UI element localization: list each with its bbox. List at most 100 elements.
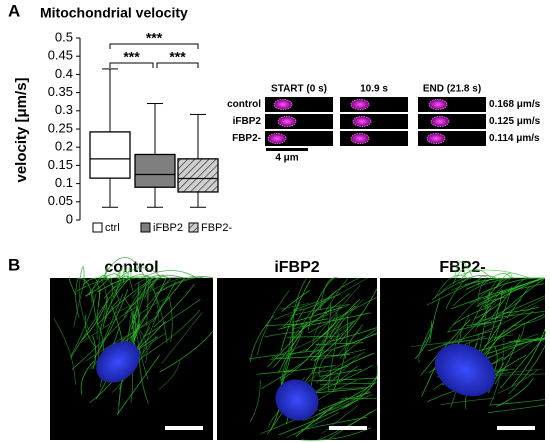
significance-label: *** (169, 49, 186, 65)
microtubule (278, 303, 309, 310)
microtubule (271, 325, 340, 359)
legend-label: ctrl (105, 222, 120, 234)
microtubule (118, 267, 162, 279)
microtubule (308, 277, 360, 321)
microtubule (295, 306, 343, 322)
y-tick-label: 0.15 (48, 157, 73, 172)
microtubule (139, 349, 149, 404)
microtubule (319, 368, 362, 377)
microtubule (329, 305, 356, 338)
microtubule (511, 314, 546, 327)
legend-swatch (188, 222, 199, 233)
panel-label: B (8, 255, 20, 274)
microtubule (116, 354, 160, 416)
legend-swatch (92, 222, 103, 233)
microtubule (466, 319, 503, 326)
mitochondrion (428, 99, 448, 110)
microtubule (452, 305, 492, 326)
box (89, 131, 131, 179)
microtubule (327, 332, 339, 392)
microtubule (155, 276, 214, 295)
box (134, 153, 176, 188)
microtubule (123, 277, 152, 318)
microtubule (133, 274, 185, 286)
microtubule (443, 334, 513, 345)
mitochondrion (267, 133, 287, 144)
microtubule (428, 330, 491, 352)
kymo-frame (340, 131, 408, 146)
microtubule (517, 331, 546, 345)
microtubule (490, 399, 546, 406)
microtubule (73, 277, 86, 327)
microtubule (283, 365, 336, 373)
microtubule (460, 269, 492, 280)
microtubule (274, 308, 303, 320)
microtubule (312, 388, 364, 394)
y-tick-label: 0.05 (48, 193, 73, 208)
microtubule (114, 274, 152, 292)
microtubule (102, 298, 120, 328)
microtubule (429, 299, 440, 343)
microtubule (147, 277, 168, 343)
microtubule (267, 322, 308, 368)
microtubule (339, 288, 378, 343)
velocity-label: 0.125 μm/s (489, 116, 541, 127)
microtubule (411, 339, 477, 347)
microtubule (327, 387, 369, 391)
microtubule (281, 290, 310, 312)
microtubule (476, 304, 537, 336)
microtubule (146, 277, 155, 301)
microtubule (153, 283, 195, 328)
mitochondrion (430, 116, 450, 127)
microtubule (307, 277, 334, 331)
microtubule (510, 328, 546, 388)
microtubule (293, 412, 340, 436)
microtubule (68, 277, 76, 296)
kymo-frame (340, 114, 408, 129)
microtubule (104, 266, 107, 279)
microtubule (96, 288, 101, 340)
microtubule (483, 311, 534, 347)
microtubule (508, 345, 546, 394)
microtubule (494, 334, 521, 385)
microtubule (418, 334, 432, 363)
microtubule (94, 277, 100, 307)
microtubule (339, 328, 378, 359)
microtubule (70, 294, 97, 356)
microtubule (496, 314, 545, 341)
microtubule (328, 411, 372, 439)
microtubule (92, 335, 97, 370)
y-tick-label: 0.25 (48, 120, 73, 135)
microtubule (319, 303, 341, 347)
microtubule (84, 314, 95, 347)
y-tick-label: 0.1 (55, 175, 73, 190)
microtubule (458, 274, 497, 283)
microtubule (495, 272, 513, 289)
mitochondrion (350, 99, 370, 110)
microtubule (85, 277, 109, 297)
significance-bracket (109, 62, 154, 68)
microtubule (500, 336, 546, 389)
microtubule (470, 292, 493, 328)
microtubule (71, 314, 128, 370)
microtubule (264, 330, 302, 338)
microtubule (158, 360, 181, 391)
microtubule (70, 291, 114, 359)
microtubule (482, 273, 512, 286)
microtubule (344, 324, 364, 360)
microtubule (97, 293, 124, 353)
microtubule (133, 313, 149, 380)
microtubule (318, 348, 334, 377)
microtubule (149, 276, 204, 293)
microtubule (53, 318, 76, 385)
microtubule (273, 331, 303, 368)
microtubule (464, 277, 543, 286)
microtubule (312, 377, 378, 382)
column-header: 10.9 s (360, 84, 388, 95)
microtubule (496, 378, 534, 408)
microtubule (336, 328, 362, 357)
microtubule (308, 296, 378, 334)
microtubule (494, 277, 546, 320)
y-tick-label: 0.4 (55, 66, 73, 81)
column-header: START (0 s) (271, 84, 327, 95)
